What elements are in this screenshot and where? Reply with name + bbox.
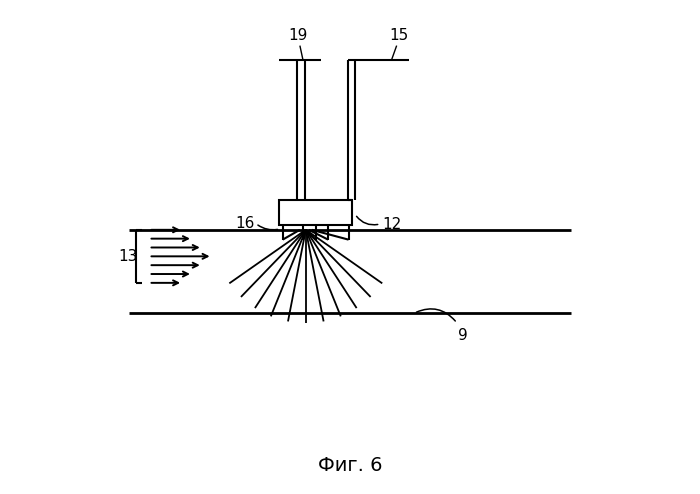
- Text: 19: 19: [288, 28, 308, 43]
- Text: 15: 15: [389, 28, 409, 43]
- Bar: [279, 201, 353, 225]
- FancyArrowPatch shape: [416, 309, 455, 321]
- Text: 13: 13: [118, 249, 137, 264]
- FancyArrowPatch shape: [258, 225, 277, 230]
- FancyArrowPatch shape: [356, 216, 378, 225]
- Text: 9: 9: [458, 328, 468, 343]
- Text: 12: 12: [382, 217, 401, 232]
- Text: Фиг. 6: Фиг. 6: [318, 456, 382, 475]
- Text: 16: 16: [234, 216, 254, 231]
